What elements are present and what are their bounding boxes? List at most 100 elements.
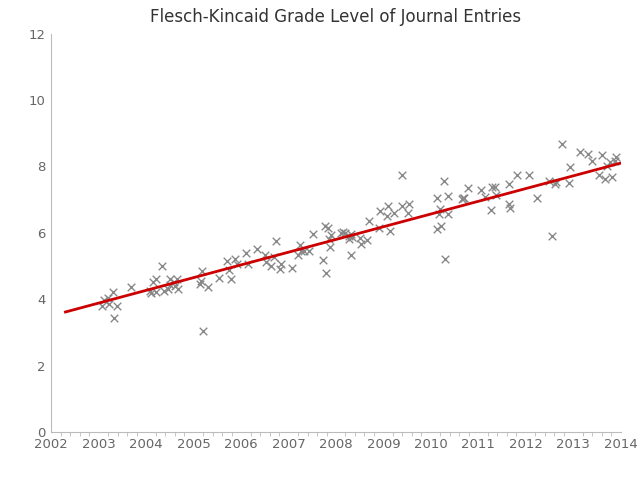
Point xyxy=(232,260,243,268)
Point xyxy=(355,240,365,248)
Point xyxy=(172,276,182,283)
Point xyxy=(287,264,298,272)
Point xyxy=(611,153,621,160)
Point xyxy=(323,224,333,232)
Point xyxy=(222,257,232,265)
Point xyxy=(403,209,413,216)
Point xyxy=(148,278,158,286)
Point xyxy=(375,207,385,215)
Point xyxy=(459,194,469,202)
Point xyxy=(435,205,445,213)
Point xyxy=(600,176,611,183)
Point xyxy=(404,200,414,208)
Point xyxy=(230,255,241,263)
Point xyxy=(326,231,336,239)
Point xyxy=(344,235,354,243)
Point xyxy=(145,287,155,295)
Point xyxy=(151,275,161,283)
Point xyxy=(346,230,356,238)
Point xyxy=(243,260,253,267)
Point xyxy=(126,283,136,291)
Point xyxy=(595,171,605,179)
Point xyxy=(512,171,522,179)
Point xyxy=(296,248,306,255)
Point xyxy=(505,204,515,212)
Point xyxy=(304,247,314,255)
Point xyxy=(383,202,393,210)
Point xyxy=(597,151,607,158)
Point xyxy=(266,262,276,270)
Point xyxy=(339,228,349,236)
Point xyxy=(463,184,474,192)
Point xyxy=(487,183,497,191)
Point xyxy=(318,256,328,264)
Point xyxy=(346,251,356,259)
Point xyxy=(275,265,285,273)
Point xyxy=(456,195,467,203)
Point xyxy=(362,236,372,244)
Point xyxy=(292,251,303,259)
Point xyxy=(605,158,616,166)
Point xyxy=(112,302,122,310)
Point xyxy=(492,191,502,198)
Point xyxy=(432,225,442,233)
Point xyxy=(524,171,534,179)
Title: Flesch-Kincaid Grade Level of Journal Entries: Flesch-Kincaid Grade Level of Journal En… xyxy=(150,9,522,26)
Point xyxy=(587,157,597,165)
Point xyxy=(355,234,365,242)
Point xyxy=(583,151,593,158)
Point xyxy=(104,300,114,308)
Point xyxy=(339,229,349,237)
Point xyxy=(109,314,119,322)
Point xyxy=(364,217,374,225)
Point xyxy=(385,227,395,235)
Point xyxy=(159,287,169,295)
Point xyxy=(157,262,167,270)
Point xyxy=(300,247,310,255)
Point xyxy=(259,252,269,259)
Point xyxy=(321,269,331,277)
Point xyxy=(198,327,208,335)
Point xyxy=(260,258,271,266)
Point xyxy=(324,235,334,243)
Point xyxy=(347,233,357,241)
Point xyxy=(490,183,500,191)
Point xyxy=(241,249,252,256)
Point xyxy=(544,177,554,185)
Point xyxy=(344,232,354,240)
Point xyxy=(607,173,617,181)
Point xyxy=(214,274,224,282)
Point xyxy=(164,281,175,289)
Point xyxy=(195,280,205,288)
Point xyxy=(169,278,179,286)
Point xyxy=(438,177,449,185)
Point xyxy=(271,237,281,244)
Point xyxy=(99,296,109,303)
Point xyxy=(550,178,561,186)
Point xyxy=(476,186,486,193)
Point xyxy=(396,202,406,209)
Point xyxy=(557,141,567,148)
Point xyxy=(324,243,335,251)
Point xyxy=(443,192,453,199)
Point xyxy=(335,229,346,237)
Point xyxy=(436,222,446,229)
Point xyxy=(434,210,444,217)
Point xyxy=(227,275,237,283)
Point xyxy=(320,223,330,230)
Point xyxy=(564,179,575,186)
Point xyxy=(486,206,496,214)
Point xyxy=(252,245,262,253)
Point xyxy=(374,224,385,232)
Point xyxy=(202,283,212,291)
Point xyxy=(443,210,453,217)
Point xyxy=(458,194,468,202)
Point xyxy=(547,232,557,240)
Point xyxy=(163,285,173,293)
Point xyxy=(150,288,161,295)
Point xyxy=(432,194,442,202)
Point xyxy=(480,193,490,201)
Point xyxy=(108,288,118,296)
Point xyxy=(224,266,234,274)
Point xyxy=(173,286,183,293)
